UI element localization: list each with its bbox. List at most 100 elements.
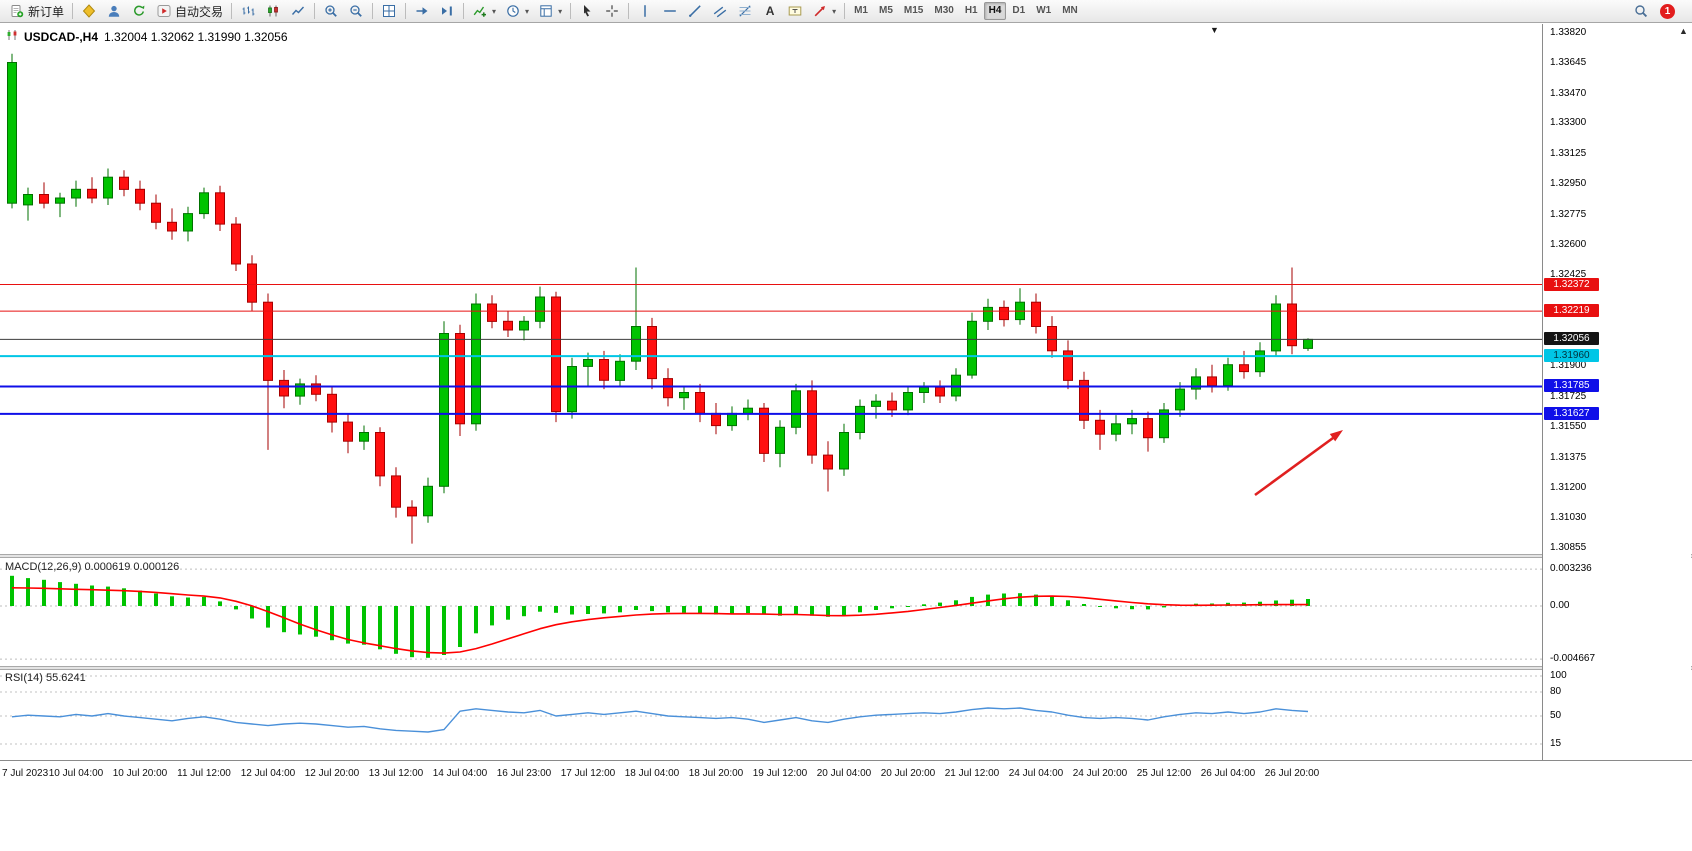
candle (87, 188, 97, 199)
rsi-panel (0, 675, 1542, 745)
candle (263, 301, 273, 381)
fibonacci-icon (737, 4, 753, 19)
toolbar-separator (314, 3, 316, 19)
macd-bar (730, 606, 734, 614)
timeframe-m30[interactable]: M30 (934, 5, 954, 16)
candle (71, 188, 81, 199)
price-tick: 1.33820 (1550, 27, 1587, 38)
price-tag: 1.31627 (1544, 407, 1599, 420)
channel-button[interactable] (708, 1, 732, 22)
pane-splitter[interactable] (0, 666, 1692, 670)
macd-bar (58, 582, 62, 606)
candle (1223, 364, 1233, 387)
timeframe-h4[interactable]: H4 (983, 2, 1007, 20)
price-chart[interactable] (0, 24, 1542, 554)
macd-bar (586, 606, 590, 614)
search-button[interactable] (1629, 1, 1653, 22)
chart-shift-icon (439, 4, 455, 19)
rsi-scale-tick: 80 (1550, 686, 1562, 697)
timeframe-m15[interactable]: M15 (903, 5, 924, 16)
text-button[interactable]: A (758, 1, 782, 22)
candlestick-chart-button[interactable] (261, 1, 285, 22)
macd-bar (1146, 606, 1150, 610)
time-label: 20 Jul 20:00 (880, 768, 936, 779)
candle (1159, 409, 1169, 439)
candle (903, 392, 913, 411)
candle (535, 296, 545, 322)
zoom-out-button[interactable] (344, 1, 368, 22)
candle (359, 432, 369, 442)
fibonacci-button[interactable] (733, 1, 757, 22)
scroll-up-icon[interactable]: ▲ (1679, 26, 1688, 36)
timeframe-m1[interactable]: M1 (854, 5, 868, 16)
notification-badge[interactable]: 1 (1660, 3, 1675, 19)
arrow-annotation-head[interactable] (1329, 430, 1343, 442)
bar-chart-button[interactable] (236, 1, 260, 22)
new-chart-button[interactable] (77, 1, 101, 22)
timeframe-h1[interactable]: H1 (964, 5, 978, 16)
text-label-button[interactable] (783, 1, 807, 22)
time-label: 26 Jul 20:00 (1264, 768, 1320, 779)
candle (839, 432, 849, 470)
profiles-button[interactable] (102, 1, 126, 22)
arrows-button[interactable]: ▾ (808, 1, 840, 22)
chevron-down-icon: ▾ (492, 6, 497, 16)
timeframe-mn[interactable]: MN (1062, 5, 1078, 16)
timeframe-d1[interactable]: D1 (1012, 5, 1026, 16)
auto-scroll-icon (414, 4, 430, 19)
price-axis[interactable]: 1.33820 1.33645 1.33470 1.33300 1.33125 1.329… (1542, 24, 1691, 760)
cursor-button[interactable] (575, 1, 599, 22)
candle (1127, 418, 1137, 425)
timeframe-w1[interactable]: W1 (1036, 5, 1052, 16)
auto-scroll-button[interactable] (410, 1, 434, 22)
zoom-in-button[interactable] (319, 1, 343, 22)
candle (1271, 303, 1281, 352)
horizontal-line-button[interactable] (658, 1, 682, 22)
templates-button[interactable]: ▾ (534, 1, 566, 22)
macd-bar (922, 604, 926, 606)
candle (215, 192, 225, 225)
macd-scale-tick: -0.004667 (1550, 653, 1596, 664)
template-icon (538, 4, 554, 19)
current-price-tag: 1.32056 (1544, 332, 1599, 345)
tile-windows-button[interactable] (377, 1, 401, 22)
price-tick: 1.31900 (1550, 360, 1587, 371)
candlestick-icon (265, 4, 281, 19)
chart-shift-marker[interactable]: ▼ (1210, 25, 1219, 35)
macd-bar (970, 596, 974, 606)
macd-bar (794, 606, 798, 614)
price-tag: 1.31785 (1544, 379, 1599, 392)
chart-ohlc-values: 1.32004 1.32062 1.31990 1.32056 (104, 29, 288, 44)
macd-bar (138, 590, 142, 606)
arrow-annotation[interactable] (1254, 436, 1334, 497)
periods-button[interactable]: ▾ (501, 1, 533, 22)
auto-trading-button[interactable]: 自动交易 (152, 1, 227, 22)
candle (983, 306, 993, 322)
vertical-line-button[interactable] (633, 1, 657, 22)
macd-scale-tick: 0.00 (1550, 600, 1570, 611)
macd-bar (42, 579, 46, 606)
candle (247, 263, 257, 303)
macd-bar (122, 588, 126, 606)
crosshair-button[interactable] (600, 1, 624, 22)
trendline-button[interactable] (683, 1, 707, 22)
zoom-out-icon (348, 4, 364, 19)
macd-bar (618, 606, 622, 613)
pane-splitter[interactable] (0, 554, 1692, 558)
candle (7, 62, 17, 204)
new-order-button[interactable]: 新订单 (5, 1, 68, 22)
macd-bar (362, 606, 366, 645)
candle (711, 412, 721, 427)
indicators-button[interactable]: ▾ (468, 1, 500, 22)
macd-bar (826, 606, 830, 617)
macd-bar (90, 585, 94, 606)
chart-shift-button[interactable] (435, 1, 459, 22)
line-chart-button[interactable] (286, 1, 310, 22)
macd-bar (346, 606, 350, 644)
candle (327, 393, 337, 423)
refresh-button[interactable] (127, 1, 151, 22)
candle (231, 223, 241, 265)
time-axis[interactable]: 7 Jul 2023 10 Jul 04:00 10 Jul 20:00 11 Jul… (0, 760, 1692, 788)
timeframe-m5[interactable]: M5 (879, 5, 893, 16)
candle (1095, 419, 1105, 435)
